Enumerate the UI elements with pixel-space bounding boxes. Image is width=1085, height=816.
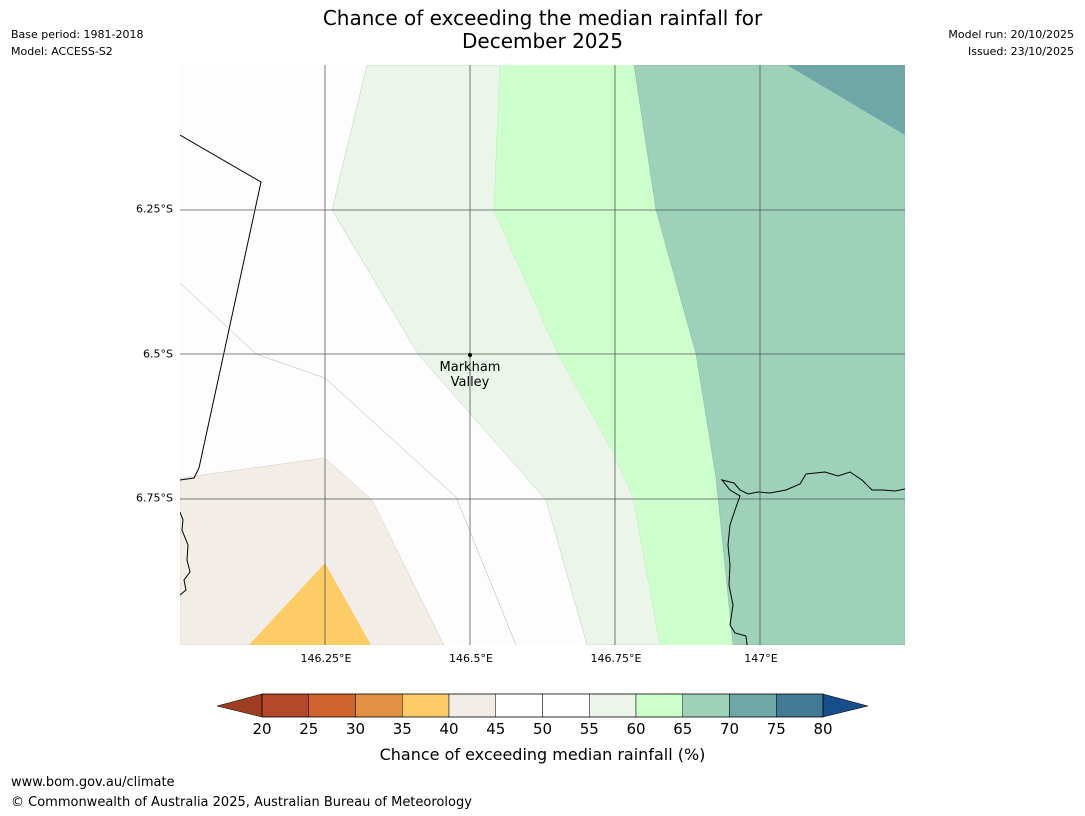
contour-35-40 xyxy=(249,563,371,645)
gridlines xyxy=(180,65,905,645)
colorbar-label-55: 55 xyxy=(579,720,599,738)
footer-copyright: © Commonwealth of Australia 2025, Austra… xyxy=(11,795,472,810)
colorbar-title: Chance of exceeding median rainfall (%) xyxy=(379,745,706,764)
colorbar-label-30: 30 xyxy=(345,720,366,738)
issued-date: Issued: 23/10/2025 xyxy=(967,45,1074,58)
colorbar-cell-70-75 xyxy=(729,693,777,718)
colorbar-cell-40-45 xyxy=(448,693,496,718)
colorbar-label-65: 65 xyxy=(673,720,693,738)
lon-tick-label: 147°E xyxy=(744,652,778,665)
colorbar-cells xyxy=(261,693,824,718)
colorbar-cell-30-35 xyxy=(355,693,403,718)
colorbar-extend-above xyxy=(822,693,869,718)
markham-valley-marker xyxy=(468,353,472,357)
base-period: Base period: 1981-2018 xyxy=(11,28,144,41)
map-title: Chance of exceeding the median rainfall … xyxy=(0,7,1085,53)
colorbar-cell-45-50 xyxy=(495,693,543,718)
colorbar-cell-35-40 xyxy=(402,693,450,718)
colorbar-cell-20-25 xyxy=(261,693,309,718)
place-name-line-1: Markham xyxy=(439,360,501,375)
lat-tick-label: 6.5°S xyxy=(143,347,173,361)
place-label-markham-valley: Markham Valley xyxy=(440,360,501,390)
colorbar-extend-below xyxy=(216,693,263,718)
metadata-right: Model run: 20/10/2025 Issued: 23/10/2025 xyxy=(948,26,1074,60)
border-line xyxy=(180,134,262,481)
colorbar-frame xyxy=(261,693,824,718)
metadata-left: Base period: 1981-2018 Model: ACCESS-S2 xyxy=(11,26,143,60)
coastline-west xyxy=(180,511,191,596)
colorbar-label-35: 35 xyxy=(392,720,412,738)
colorbar-label-25: 25 xyxy=(299,720,319,738)
colorbar-label-20: 20 xyxy=(252,720,272,738)
colorbar-cell-60-65 xyxy=(635,693,683,718)
colorbar-label-60: 60 xyxy=(626,720,646,738)
model-name: Model: ACCESS-S2 xyxy=(11,45,113,58)
place-name-line-2: Valley xyxy=(450,375,490,390)
colorbar-cell-50-55 xyxy=(542,693,590,718)
title-line-2: December 2025 xyxy=(462,29,623,53)
colorbar-label-45: 45 xyxy=(486,720,506,738)
probability-contours xyxy=(180,65,905,645)
colorbar-cell-25-30 xyxy=(308,693,356,718)
colorbar-cell-75-80 xyxy=(776,693,824,718)
colorbar-cell-65-70 xyxy=(682,693,730,718)
colorbar-label-70: 70 xyxy=(719,720,740,738)
colorbar-cell-55-60 xyxy=(589,693,637,718)
contour-70-75 xyxy=(787,65,905,135)
colorbar-label-40: 40 xyxy=(439,720,459,738)
coastline-east xyxy=(720,471,905,645)
colorbar xyxy=(216,693,869,718)
footer-url: www.bom.gov.au/climate xyxy=(11,775,175,790)
model-run: Model run: 20/10/2025 xyxy=(948,28,1074,41)
lon-tick-label: 146.5°E xyxy=(449,652,493,665)
lat-tick-label: 6.75°S xyxy=(136,491,173,505)
lon-tick-label: 146.75°E xyxy=(590,652,642,665)
lon-tick-label: 146.25°E xyxy=(300,652,352,665)
colorbar-label-80: 80 xyxy=(813,720,833,738)
colorbar-label-75: 75 xyxy=(766,720,786,738)
colorbar-label-50: 50 xyxy=(532,720,553,738)
title-line-1: Chance of exceeding the median rainfall … xyxy=(322,6,763,30)
contour-40-45 xyxy=(180,457,445,645)
lat-tick-label: 6.25°S xyxy=(136,202,173,216)
